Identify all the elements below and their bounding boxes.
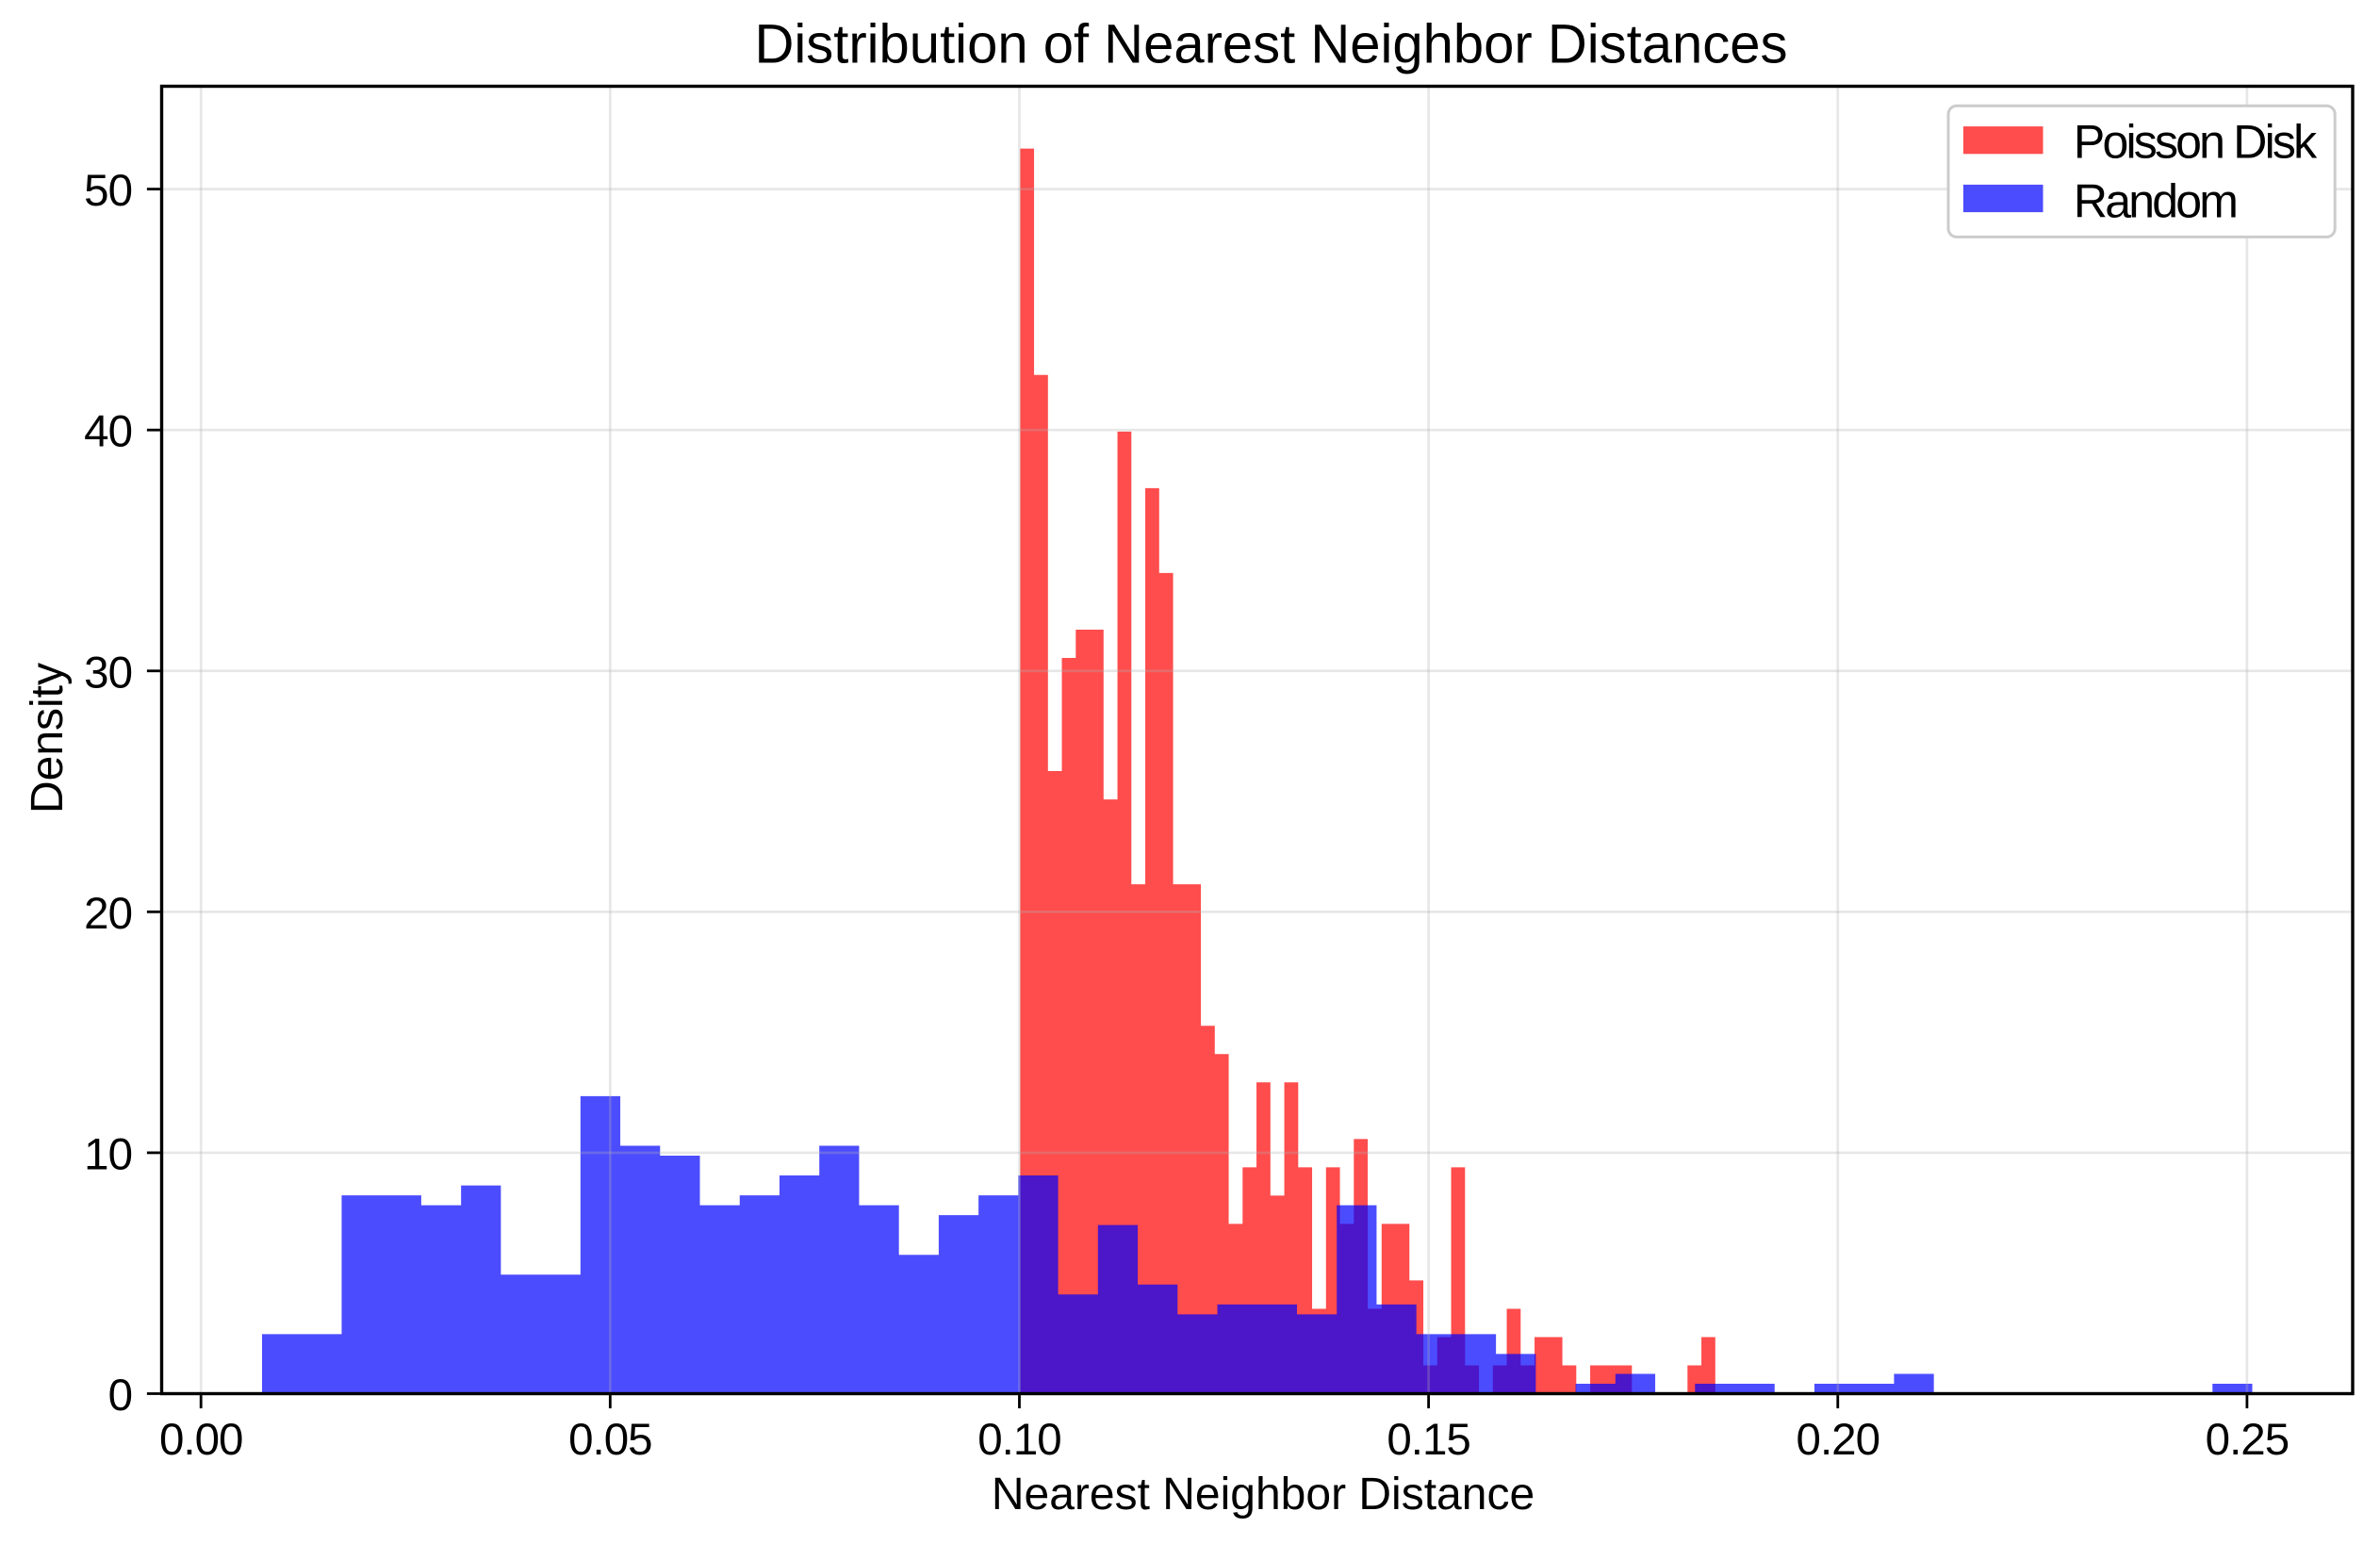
svg-text:Distribution of Nearest Neighb: Distribution of Nearest Neighbor Distanc… [754,14,1787,75]
svg-text:0.15: 0.15 [1387,1415,1469,1465]
svg-text:40: 40 [84,407,132,457]
svg-text:Poisson Disk: Poisson Disk [2074,116,2318,169]
svg-text:0.25: 0.25 [2206,1415,2289,1465]
svg-text:50: 50 [84,166,132,216]
svg-text:30: 30 [84,648,132,698]
svg-text:0.05: 0.05 [568,1415,651,1465]
svg-text:10: 10 [84,1129,132,1179]
svg-text:Random: Random [2074,174,2236,227]
svg-text:0: 0 [108,1371,132,1421]
svg-text:20: 20 [84,889,132,939]
svg-text:Nearest Neighbor Distance: Nearest Neighbor Distance [992,1470,1535,1519]
svg-text:0.10: 0.10 [977,1415,1060,1465]
svg-text:0.00: 0.00 [159,1415,242,1465]
svg-text:0.20: 0.20 [1797,1415,1879,1465]
svg-text:Density: Density [23,663,73,813]
